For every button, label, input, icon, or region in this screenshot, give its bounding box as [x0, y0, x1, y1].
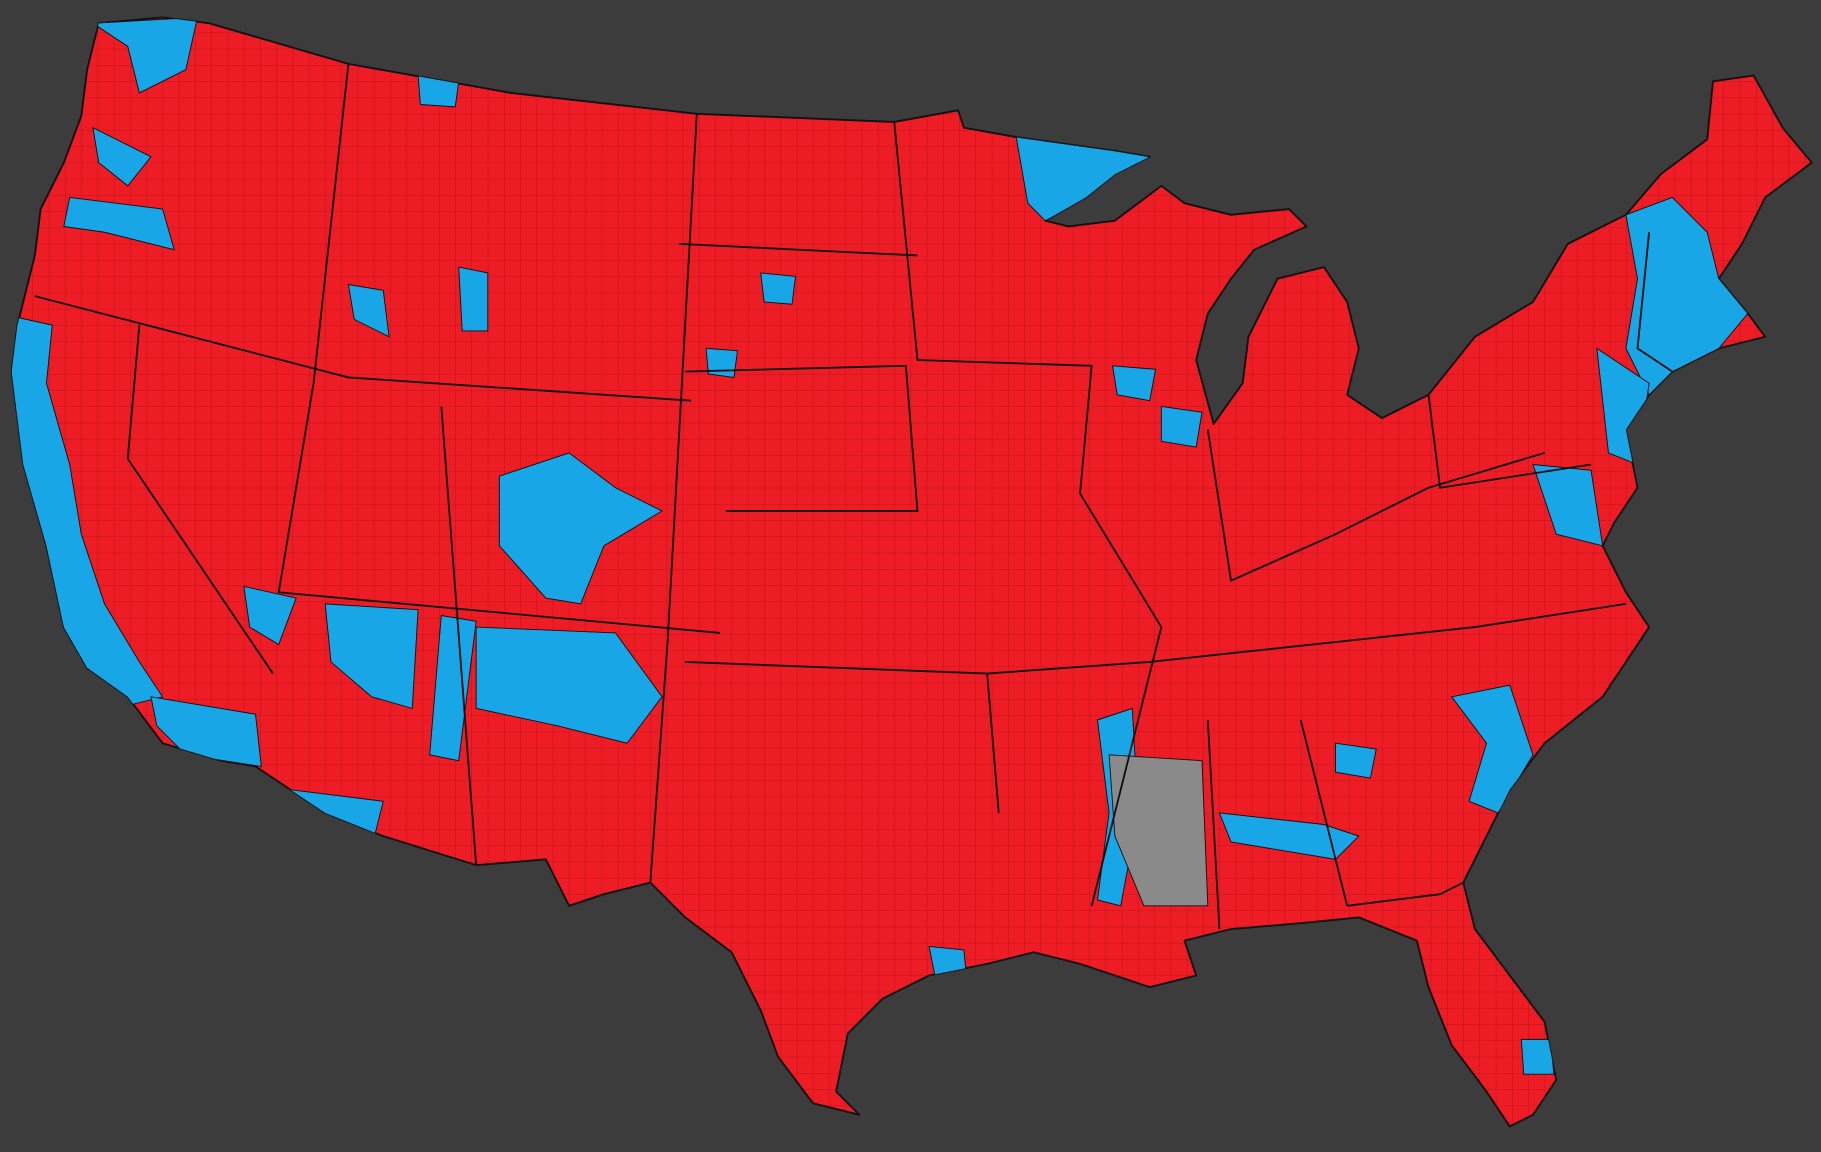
region	[475, 626, 663, 744]
border	[1206, 429, 1545, 582]
border	[1299, 719, 1349, 907]
blue-counties	[11, 17, 1749, 1075]
region	[705, 347, 738, 378]
region	[1335, 742, 1377, 779]
border	[34, 295, 692, 402]
region	[1520, 1038, 1555, 1075]
border	[440, 406, 478, 866]
region	[429, 614, 477, 762]
region	[1218, 812, 1360, 860]
region	[92, 126, 152, 187]
border	[1206, 719, 1221, 930]
border	[126, 325, 274, 675]
state-borders	[34, 63, 1673, 930]
region	[1112, 365, 1157, 402]
region	[243, 585, 297, 646]
border	[685, 364, 919, 512]
border	[1636, 232, 1673, 373]
region	[63, 196, 175, 251]
region	[458, 266, 489, 332]
region	[1160, 405, 1203, 448]
border	[1347, 881, 1464, 907]
region	[1450, 684, 1534, 814]
region	[1625, 196, 1749, 396]
border	[1427, 394, 1592, 489]
grey-region	[1108, 754, 1209, 907]
region	[760, 272, 797, 305]
border	[987, 602, 1627, 675]
region	[150, 696, 262, 768]
region	[347, 283, 390, 338]
border	[893, 121, 1163, 907]
region	[324, 603, 419, 709]
region	[498, 452, 663, 605]
border	[649, 113, 698, 883]
border	[277, 63, 721, 634]
border	[679, 242, 918, 257]
